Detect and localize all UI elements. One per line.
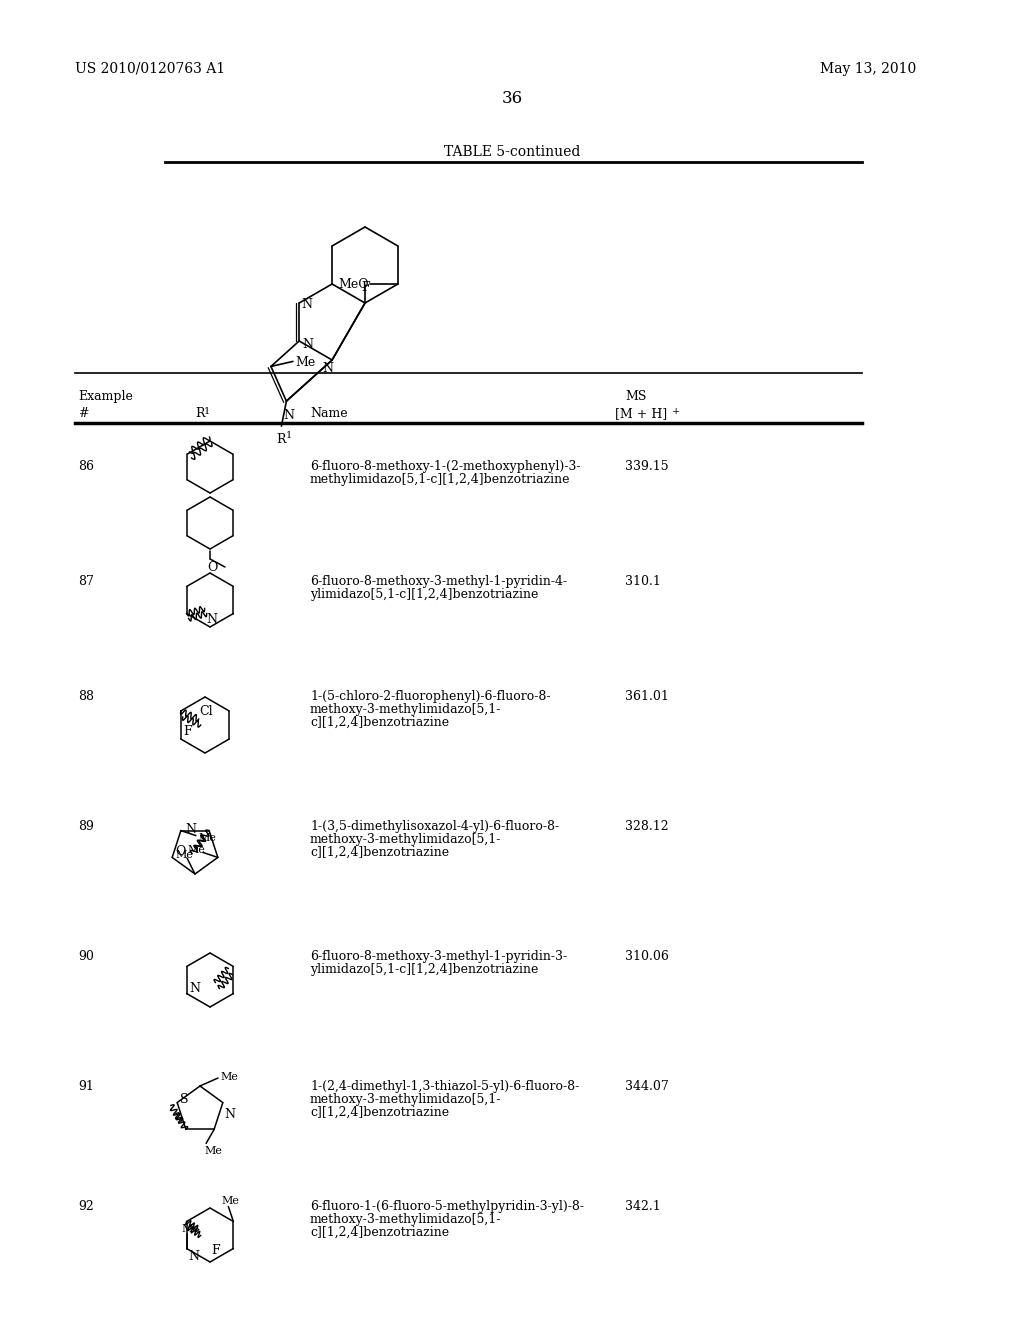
Text: 6-fluoro-8-methoxy-3-methyl-1-pyridin-4-: 6-fluoro-8-methoxy-3-methyl-1-pyridin-4- (310, 576, 567, 587)
Text: 310.1: 310.1 (625, 576, 660, 587)
Text: N: N (185, 822, 196, 836)
Text: 342.1: 342.1 (625, 1200, 660, 1213)
Text: methylimidazo[5,1-c][1,2,4]benzotriazine: methylimidazo[5,1-c][1,2,4]benzotriazine (310, 473, 570, 486)
Text: N: N (323, 362, 333, 375)
Text: Name: Name (310, 407, 347, 420)
Text: Me: Me (175, 850, 193, 861)
Text: Me: Me (221, 1196, 240, 1206)
Text: N: N (225, 1107, 236, 1121)
Text: c][1,2,4]benzotriazine: c][1,2,4]benzotriazine (310, 1106, 450, 1119)
Text: 88: 88 (78, 690, 94, 704)
Text: methoxy-3-methylimidazo[5,1-: methoxy-3-methylimidazo[5,1- (310, 704, 502, 715)
Text: 310.06: 310.06 (625, 950, 669, 964)
Text: Me: Me (181, 1224, 200, 1233)
Text: N: N (302, 338, 313, 351)
Text: F: F (183, 725, 193, 738)
Text: O: O (207, 561, 217, 574)
Text: 344.07: 344.07 (625, 1080, 669, 1093)
Text: 1: 1 (204, 407, 210, 416)
Text: N: N (284, 409, 294, 422)
Text: N: N (301, 298, 312, 312)
Text: methoxy-3-methylimidazo[5,1-: methoxy-3-methylimidazo[5,1- (310, 1213, 502, 1226)
Text: S: S (180, 1093, 188, 1106)
Text: Cl: Cl (200, 705, 213, 718)
Text: 92: 92 (78, 1200, 94, 1213)
Text: ylimidazo[5,1-c][1,2,4]benzotriazine: ylimidazo[5,1-c][1,2,4]benzotriazine (310, 964, 539, 975)
Text: F: F (361, 281, 370, 294)
Text: [M + H]: [M + H] (615, 407, 668, 420)
Text: ylimidazo[5,1-c][1,2,4]benzotriazine: ylimidazo[5,1-c][1,2,4]benzotriazine (310, 587, 539, 601)
Text: R: R (195, 407, 205, 420)
Text: Me: Me (204, 1146, 222, 1156)
Text: MS: MS (625, 389, 646, 403)
Text: 90: 90 (78, 950, 94, 964)
Text: 361.01: 361.01 (625, 690, 669, 704)
Text: N: N (189, 982, 201, 994)
Text: 86: 86 (78, 459, 94, 473)
Text: TABLE 5-continued: TABLE 5-continued (443, 145, 581, 158)
Text: R: R (276, 433, 286, 446)
Text: 6-fluoro-1-(6-fluoro-5-methylpyridin-3-yl)-8-: 6-fluoro-1-(6-fluoro-5-methylpyridin-3-y… (310, 1200, 584, 1213)
Text: Me: Me (187, 845, 206, 855)
Text: May 13, 2010: May 13, 2010 (820, 62, 916, 77)
Text: 328.12: 328.12 (625, 820, 669, 833)
Text: 1-(2,4-dimethyl-1,3-thiazol-5-yl)-6-fluoro-8-: 1-(2,4-dimethyl-1,3-thiazol-5-yl)-6-fluo… (310, 1080, 580, 1093)
Text: c][1,2,4]benzotriazine: c][1,2,4]benzotriazine (310, 846, 450, 859)
Text: 91: 91 (78, 1080, 94, 1093)
Text: MeO: MeO (338, 279, 369, 290)
Text: 36: 36 (502, 90, 522, 107)
Text: N: N (206, 612, 217, 626)
Text: #: # (78, 407, 88, 420)
Text: +: + (672, 407, 680, 416)
Text: Me: Me (220, 1072, 238, 1082)
Text: 1-(3,5-dimethylisoxazol-4-yl)-6-fluoro-8-: 1-(3,5-dimethylisoxazol-4-yl)-6-fluoro-8… (310, 820, 559, 833)
Text: methoxy-3-methylimidazo[5,1-: methoxy-3-methylimidazo[5,1- (310, 833, 502, 846)
Text: methoxy-3-methylimidazo[5,1-: methoxy-3-methylimidazo[5,1- (310, 1093, 502, 1106)
Text: 6-fluoro-8-methoxy-3-methyl-1-pyridin-3-: 6-fluoro-8-methoxy-3-methyl-1-pyridin-3- (310, 950, 567, 964)
Text: 89: 89 (78, 820, 94, 833)
Text: c][1,2,4]benzotriazine: c][1,2,4]benzotriazine (310, 715, 450, 729)
Text: 87: 87 (78, 576, 94, 587)
Text: 339.15: 339.15 (625, 459, 669, 473)
Text: US 2010/0120763 A1: US 2010/0120763 A1 (75, 62, 225, 77)
Text: N: N (188, 1250, 199, 1263)
Text: c][1,2,4]benzotriazine: c][1,2,4]benzotriazine (310, 1226, 450, 1239)
Text: F: F (211, 1243, 220, 1257)
Text: Example: Example (78, 389, 133, 403)
Text: 1: 1 (286, 432, 292, 440)
Text: Me: Me (295, 356, 315, 370)
Text: O: O (175, 845, 185, 858)
Text: 6-fluoro-8-methoxy-1-(2-methoxyphenyl)-3-: 6-fluoro-8-methoxy-1-(2-methoxyphenyl)-3… (310, 459, 581, 473)
Text: 1-(5-chloro-2-fluorophenyl)-6-fluoro-8-: 1-(5-chloro-2-fluorophenyl)-6-fluoro-8- (310, 690, 551, 704)
Text: Me: Me (199, 833, 217, 842)
